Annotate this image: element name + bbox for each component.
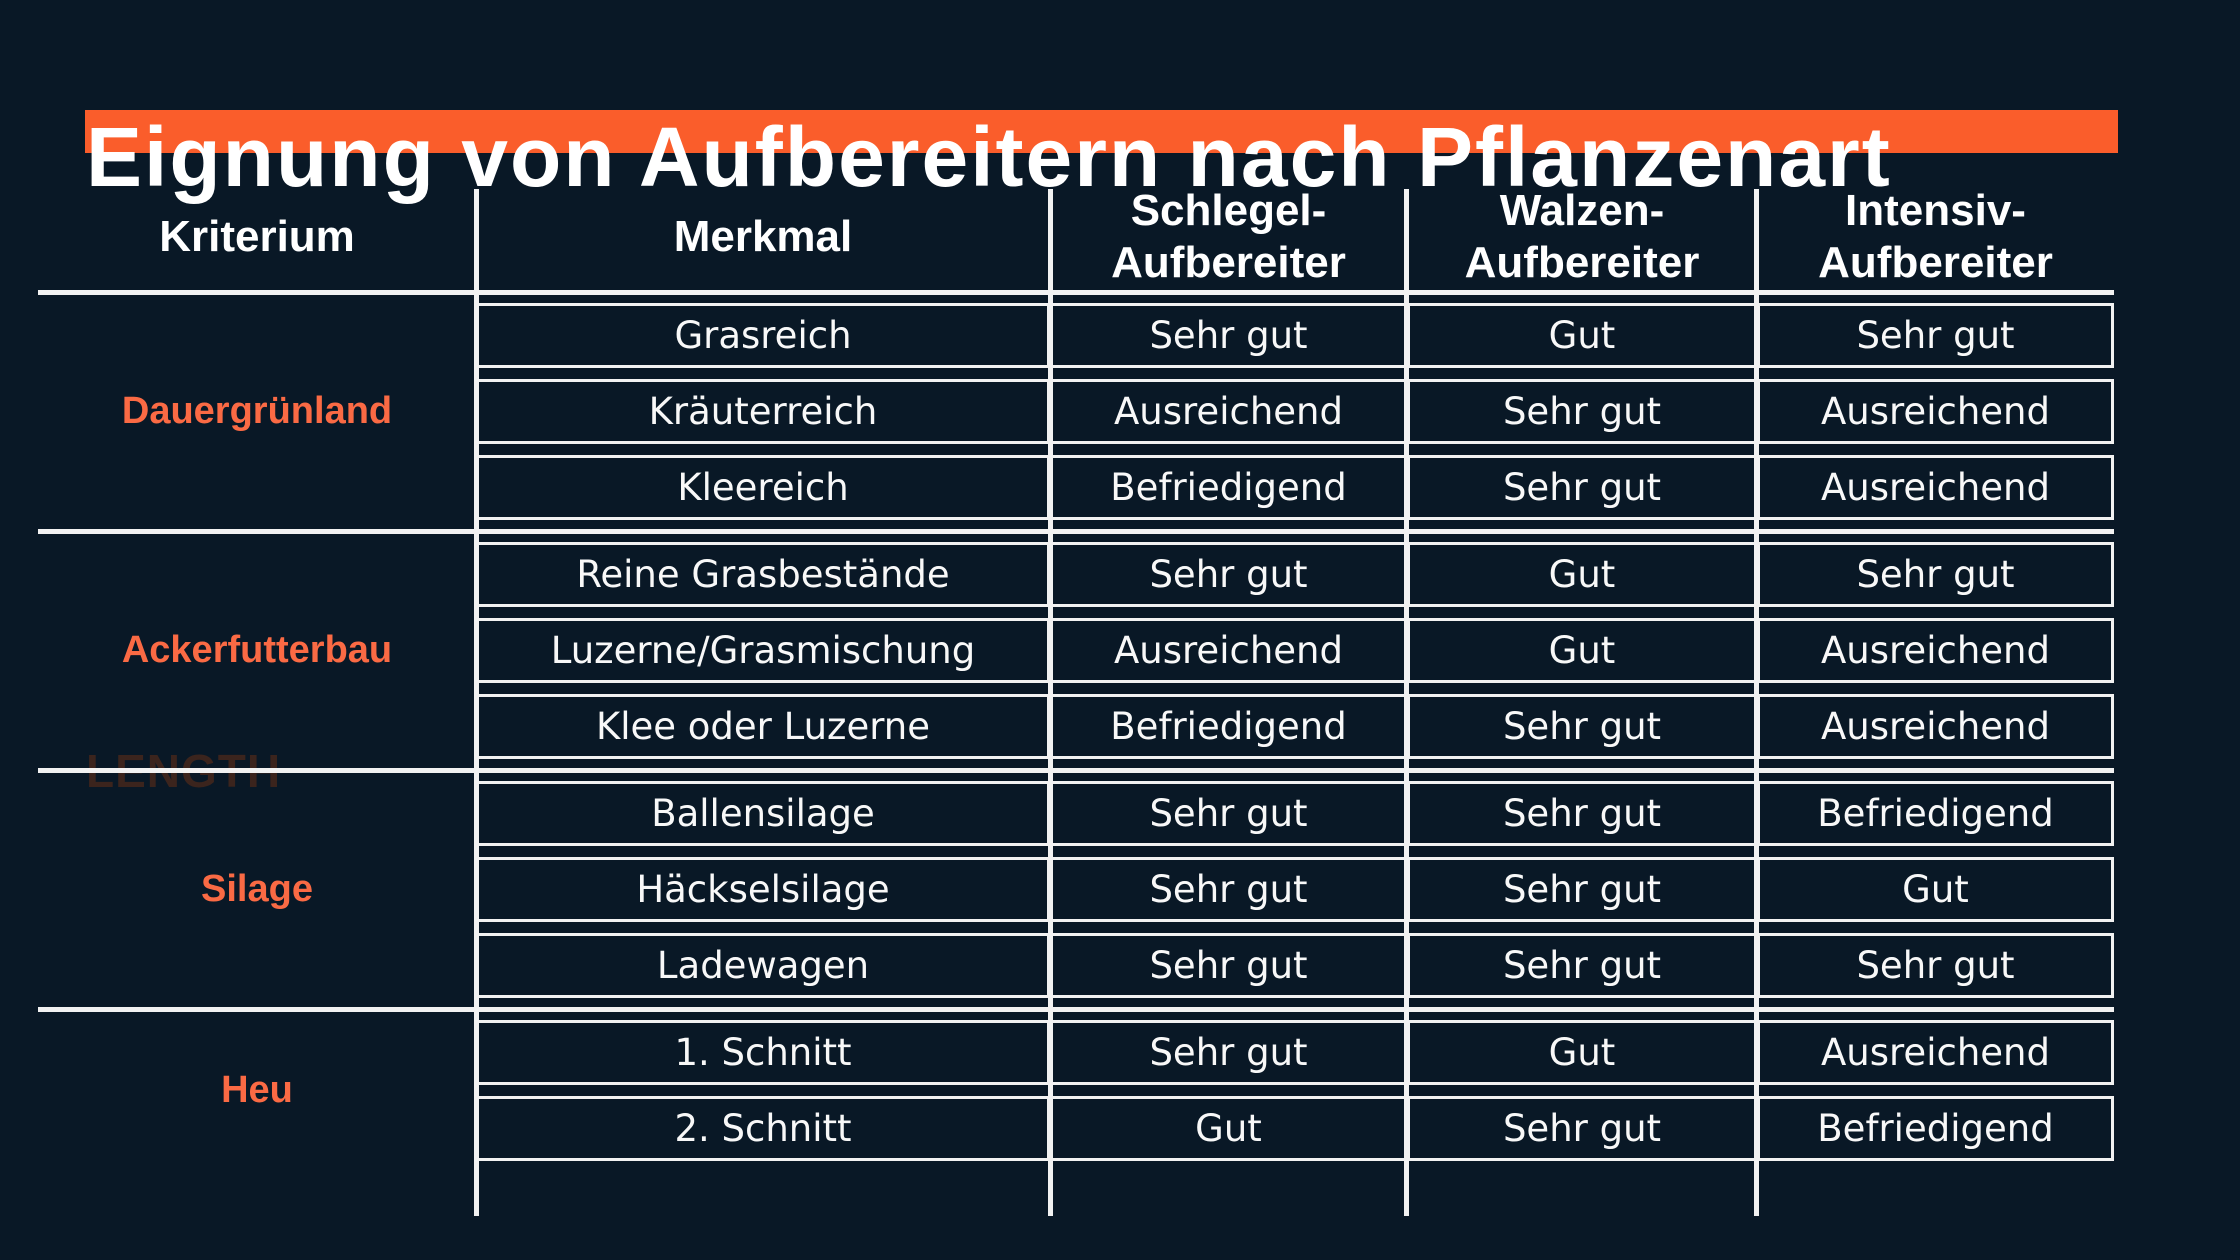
group-rows: Ballensilage Sehr gut Sehr gut Befriedigend… [476, 781, 2114, 998]
rating-cell: Befriedigend [1050, 694, 1407, 759]
column-separator-line [474, 189, 479, 1216]
table-group: Silage Ballensilage Sehr gut Sehr gut Befrie… [38, 768, 2114, 1007]
group-rows: Reine Grasbestände Sehr gut Gut Sehr gut Luz… [476, 542, 2114, 759]
column-header-schlegel: Schlegel- Aufbereiter [1111, 185, 1346, 287]
header-underline [38, 290, 2114, 295]
column-separator-line [1754, 189, 1759, 1216]
table-group: Ackerfutterbau Reine Grasbestände Sehr gut… [38, 529, 2114, 768]
rating-cell: Gut [1407, 1020, 1757, 1085]
rating-cell: Befriedigend [1757, 1096, 2114, 1161]
rating-cell: Sehr gut [1407, 781, 1757, 846]
column-separator-line [1404, 189, 1409, 1216]
table-row: Kleereich Befriedigend Sehr gut Ausreichend [476, 455, 2114, 520]
table-body: Dauergrünland Grasreich Sehr gut Gut Sehr gu… [38, 295, 2114, 1170]
rating-cell: Sehr gut [1050, 857, 1407, 922]
suitability-table: Kriterium Merkmal Schlegel- Aufbereiter … [38, 183, 2114, 1216]
rating-cell: Sehr gut [1050, 1020, 1407, 1085]
merkmal-cell: Ladewagen [476, 933, 1050, 998]
merkmal-cell: Reine Grasbestände [476, 542, 1050, 607]
rating-cell: Ausreichend [1757, 618, 2114, 683]
group-label: Silage [201, 868, 313, 910]
table-row: Häckselsilage Sehr gut Sehr gut Gut [476, 857, 2114, 922]
merkmal-cell: Kräuterreich [476, 379, 1050, 444]
rating-cell: Sehr gut [1407, 455, 1757, 520]
group-label: Ackerfutterbau [121, 629, 393, 671]
group-rows: Grasreich Sehr gut Gut Sehr gut Kräuterreich… [476, 303, 2114, 520]
table-row: 2. Schnitt Gut Sehr gut Befriedigend [476, 1096, 2114, 1161]
rating-cell: Befriedigend [1757, 781, 2114, 846]
rating-cell: Gut [1050, 1096, 1407, 1161]
rating-cell: Ausreichend [1757, 694, 2114, 759]
rating-cell: Ausreichend [1050, 618, 1407, 683]
rating-cell: Gut [1407, 303, 1757, 368]
merkmal-cell: Ballensilage [476, 781, 1050, 846]
column-header-intensiv: Intensiv- Aufbereiter [1818, 185, 2053, 287]
group-label: Dauergrünland [121, 390, 393, 432]
rating-cell: Sehr gut [1407, 694, 1757, 759]
merkmal-cell: Kleereich [476, 455, 1050, 520]
rating-cell: Sehr gut [1407, 933, 1757, 998]
group-rows: 1. Schnitt Sehr gut Gut Ausreichend 2. Schni… [476, 1020, 2114, 1161]
column-separator-line [1048, 189, 1053, 1216]
rating-cell: Gut [1407, 618, 1757, 683]
table-row: Luzerne/Grasmischung Ausreichend Gut Ausrei… [476, 618, 2114, 683]
rating-cell: Gut [1757, 857, 2114, 922]
rating-cell: Sehr gut [1407, 379, 1757, 444]
table-row: Grasreich Sehr gut Gut Sehr gut [476, 303, 2114, 368]
rating-cell: Sehr gut [1050, 781, 1407, 846]
rating-cell: Gut [1407, 542, 1757, 607]
rating-cell: Befriedigend [1050, 455, 1407, 520]
merkmal-cell: 1. Schnitt [476, 1020, 1050, 1085]
rating-cell: Ausreichend [1757, 1020, 2114, 1085]
table-row: Kräuterreich Ausreichend Sehr gut Ausreiche… [476, 379, 2114, 444]
table-group: Heu 1. Schnitt Sehr gut Gut Ausreichend 2. Sc… [38, 1007, 2114, 1170]
table-row: Reine Grasbestände Sehr gut Gut Sehr gut [476, 542, 2114, 607]
merkmal-cell: Grasreich [476, 303, 1050, 368]
column-header-kriterium: Kriterium [159, 211, 355, 261]
merkmal-cell: Häckselsilage [476, 857, 1050, 922]
rating-cell: Sehr gut [1757, 303, 2114, 368]
merkmal-cell: Luzerne/Grasmischung [476, 618, 1050, 683]
rating-cell: Ausreichend [1757, 379, 2114, 444]
group-label: Heu [221, 1069, 293, 1111]
table-row: Ballensilage Sehr gut Sehr gut Befriedigend [476, 781, 2114, 846]
rating-cell: Sehr gut [1050, 303, 1407, 368]
title-highlight-bar [85, 110, 2118, 153]
table-row: 1. Schnitt Sehr gut Gut Ausreichend [476, 1020, 2114, 1085]
rating-cell: Sehr gut [1407, 1096, 1757, 1161]
rating-cell: Ausreichend [1050, 379, 1407, 444]
rating-cell: Sehr gut [1050, 542, 1407, 607]
rating-cell: Sehr gut [1757, 542, 2114, 607]
rating-cell: Sehr gut [1050, 933, 1407, 998]
rating-cell: Sehr gut [1757, 933, 2114, 998]
merkmal-cell: 2. Schnitt [476, 1096, 1050, 1161]
table-header-row: Kriterium Merkmal Schlegel- Aufbereiter … [38, 183, 2114, 290]
table-group: Dauergrünland Grasreich Sehr gut Gut Sehr gu… [38, 295, 2114, 529]
table-row: Klee oder Luzerne Befriedigend Sehr gut Aus… [476, 694, 2114, 759]
rating-cell: Sehr gut [1407, 857, 1757, 922]
table-row: Ladewagen Sehr gut Sehr gut Sehr gut [476, 933, 2114, 998]
column-header-walzen: Walzen- Aufbereiter [1464, 185, 1700, 287]
merkmal-cell: Klee oder Luzerne [476, 694, 1050, 759]
column-header-merkmal: Merkmal [673, 211, 853, 261]
rating-cell: Ausreichend [1757, 455, 2114, 520]
page-title: Eignung von Aufbereitern nach Pflanzenar… [86, 110, 1892, 205]
